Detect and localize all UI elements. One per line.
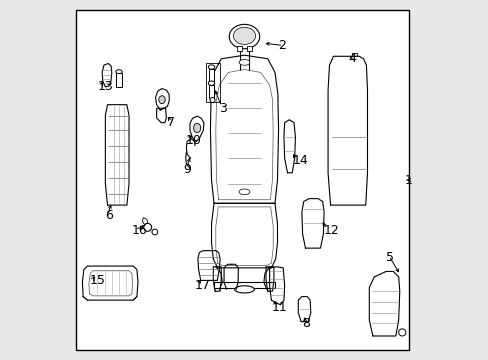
Ellipse shape bbox=[239, 59, 249, 65]
Bar bbox=[116, 73, 122, 87]
Text: 11: 11 bbox=[271, 301, 286, 314]
Ellipse shape bbox=[116, 70, 122, 74]
Ellipse shape bbox=[234, 286, 254, 293]
Text: 10: 10 bbox=[185, 134, 201, 147]
Text: 4: 4 bbox=[348, 51, 356, 64]
Polygon shape bbox=[156, 108, 166, 123]
Bar bbox=[237, 45, 242, 51]
Text: 9: 9 bbox=[183, 163, 191, 176]
Polygon shape bbox=[142, 218, 147, 225]
Bar bbox=[246, 45, 251, 51]
Ellipse shape bbox=[193, 123, 201, 133]
Ellipse shape bbox=[143, 224, 151, 231]
Text: 5: 5 bbox=[386, 251, 393, 264]
Ellipse shape bbox=[208, 81, 214, 85]
Text: 8: 8 bbox=[301, 317, 309, 330]
Text: 7: 7 bbox=[167, 116, 175, 129]
Polygon shape bbox=[269, 267, 284, 305]
Polygon shape bbox=[155, 89, 169, 110]
Polygon shape bbox=[190, 116, 203, 141]
Text: 2: 2 bbox=[278, 39, 286, 52]
Bar bbox=[208, 69, 214, 81]
Ellipse shape bbox=[229, 24, 259, 49]
Text: 6: 6 bbox=[104, 210, 112, 222]
Polygon shape bbox=[298, 297, 310, 321]
Polygon shape bbox=[368, 271, 399, 336]
Ellipse shape bbox=[159, 96, 165, 104]
Text: 13: 13 bbox=[97, 80, 113, 93]
Polygon shape bbox=[210, 55, 278, 203]
Text: 16: 16 bbox=[131, 224, 147, 237]
Polygon shape bbox=[198, 251, 220, 280]
Ellipse shape bbox=[233, 27, 255, 44]
Ellipse shape bbox=[210, 98, 215, 103]
Text: 15: 15 bbox=[89, 274, 105, 287]
Polygon shape bbox=[327, 56, 367, 205]
Polygon shape bbox=[82, 266, 138, 300]
Polygon shape bbox=[105, 105, 129, 205]
Polygon shape bbox=[102, 63, 112, 87]
Polygon shape bbox=[214, 282, 274, 288]
Polygon shape bbox=[211, 203, 277, 268]
Text: 3: 3 bbox=[219, 102, 227, 115]
Ellipse shape bbox=[152, 229, 158, 235]
Polygon shape bbox=[284, 120, 295, 173]
Bar bbox=[206, 63, 220, 102]
Bar bbox=[208, 85, 214, 98]
Text: 1: 1 bbox=[404, 174, 411, 186]
Text: 14: 14 bbox=[292, 154, 308, 167]
Ellipse shape bbox=[208, 65, 214, 69]
Text: 17: 17 bbox=[194, 279, 210, 292]
Ellipse shape bbox=[239, 189, 249, 195]
Polygon shape bbox=[213, 267, 221, 291]
Ellipse shape bbox=[398, 329, 405, 336]
Polygon shape bbox=[265, 267, 273, 291]
Text: 12: 12 bbox=[323, 224, 339, 237]
Polygon shape bbox=[301, 199, 324, 248]
